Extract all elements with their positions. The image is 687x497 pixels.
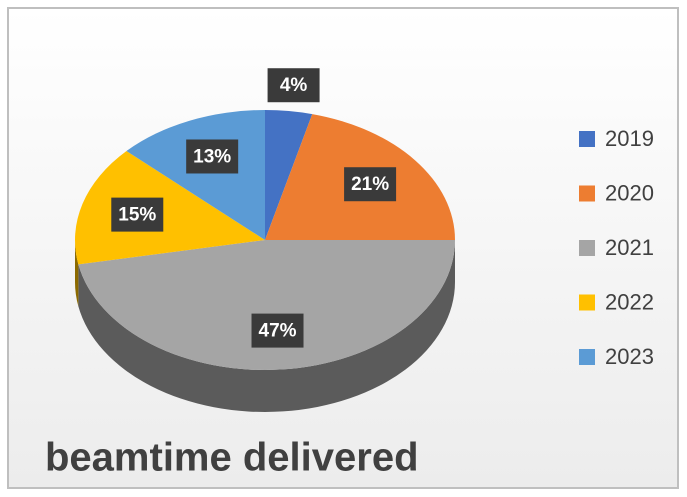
legend-label: 2020 xyxy=(605,180,654,205)
pie-side xyxy=(75,240,79,307)
data-label: 21% xyxy=(351,174,389,195)
data-label-box xyxy=(267,68,320,103)
pie-side xyxy=(78,240,456,413)
pie-slice xyxy=(78,240,456,371)
data-label-box xyxy=(111,197,164,232)
data-label-box xyxy=(186,139,239,174)
legend-label: 2021 xyxy=(605,235,654,260)
legend-swatch xyxy=(579,294,595,311)
legend-label: 2023 xyxy=(605,344,654,369)
legend-swatch xyxy=(579,240,595,256)
data-labels: 4% 21% 47% 15% 13% xyxy=(111,68,397,348)
pie-slice xyxy=(265,110,313,240)
legend: 2019 2020 2021 2022 2023 xyxy=(579,126,654,369)
legend-swatch xyxy=(579,131,595,147)
chart-title: beamtime delivered xyxy=(45,436,419,480)
data-label-box xyxy=(251,313,304,348)
legend-label: 2019 xyxy=(605,126,654,151)
legend-swatch xyxy=(579,349,595,365)
legend-swatch xyxy=(579,185,595,202)
pie xyxy=(75,110,456,413)
data-label: 13% xyxy=(193,146,231,167)
data-label: 4% xyxy=(280,75,308,96)
pie-slice xyxy=(75,151,266,265)
data-label: 47% xyxy=(259,321,297,342)
data-label: 15% xyxy=(118,205,156,226)
legend-label: 2022 xyxy=(605,289,654,314)
data-label-box xyxy=(344,167,397,202)
